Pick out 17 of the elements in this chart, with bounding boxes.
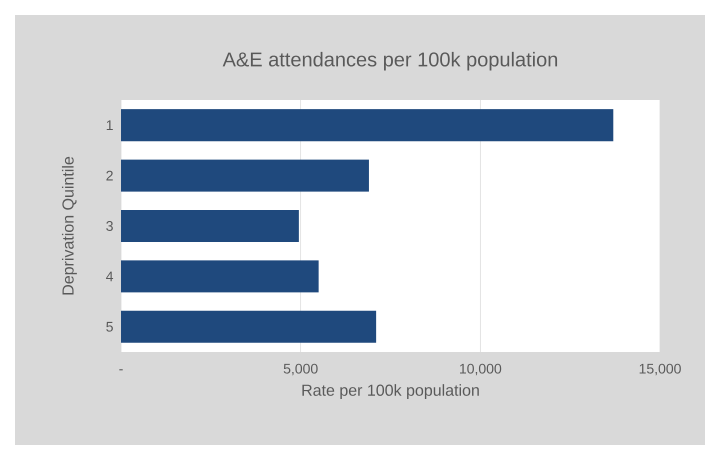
x-tick-label: 15,000	[640, 364, 681, 376]
y-tick-label: 1	[106, 120, 113, 130]
y-tick-label: 3	[106, 221, 113, 231]
bar	[121, 160, 369, 192]
y-tick-label: 2	[106, 170, 113, 180]
x-tick-label: -	[119, 369, 123, 370]
bar	[121, 109, 614, 142]
x-tick-label: 5,000	[284, 364, 318, 376]
y-tick-label: 4	[106, 272, 114, 282]
bar	[121, 260, 319, 292]
bar	[121, 310, 376, 343]
y-tick-label: 5	[106, 322, 113, 332]
x-tick-label: 10,000	[460, 364, 502, 376]
y-axis-title: Deprivation Quintile	[62, 156, 77, 294]
chart-title: A&E attendances per 100k population	[222, 52, 558, 70]
bar	[121, 210, 299, 242]
x-axis-title: Rate per 100k population	[302, 384, 479, 400]
